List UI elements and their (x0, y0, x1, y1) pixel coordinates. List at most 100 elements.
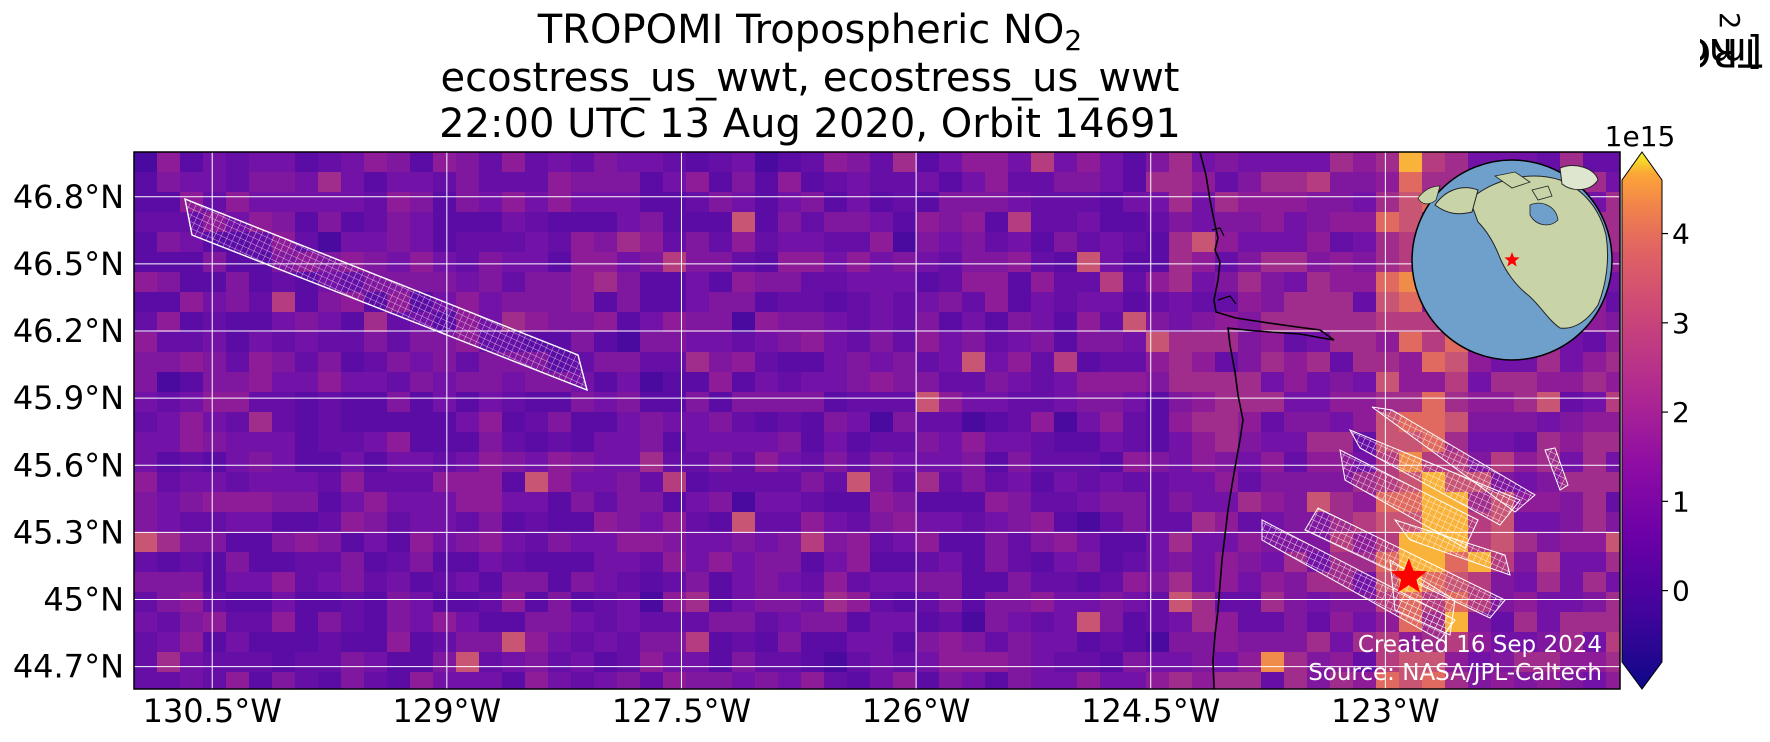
no2-pixel (640, 212, 664, 233)
no2-pixel (1307, 372, 1331, 393)
no2-pixel (663, 672, 687, 689)
no2-pixel (1100, 572, 1124, 593)
no2-pixel (778, 672, 802, 689)
no2-pixel (847, 372, 871, 393)
no2-pixel (594, 212, 618, 233)
no2-pixel (318, 592, 342, 613)
no2-pixel (1583, 332, 1607, 353)
no2-pixel (1054, 672, 1078, 689)
no2-pixel (1054, 412, 1078, 433)
no2-pixel (801, 392, 825, 413)
no2-pixel (594, 672, 618, 689)
no2-pixel (1583, 552, 1607, 573)
no2-pixel (295, 592, 319, 613)
no2-pixel (755, 392, 779, 413)
no2-pixel (1238, 572, 1262, 593)
no2-pixel (433, 152, 457, 173)
no2-pixel (1261, 312, 1285, 333)
no2-pixel (847, 352, 871, 373)
no2-pixel (1123, 472, 1147, 493)
no2-pixel (1077, 392, 1101, 413)
no2-pixel (203, 152, 227, 173)
ecostress-swaths (184, 197, 1569, 641)
no2-pixel (1123, 632, 1147, 653)
no2-pixel (1031, 312, 1055, 333)
no2-pixel (1376, 632, 1400, 653)
no2-pixel (1215, 192, 1239, 213)
no2-pixel (410, 372, 434, 393)
no2-pixel (548, 312, 572, 333)
no2-pixel (893, 252, 917, 273)
no2-pixel (916, 152, 940, 173)
no2-pixel (893, 392, 917, 413)
no2-pixel (1100, 672, 1124, 689)
no2-pixel (180, 352, 204, 373)
no2-pixel (456, 352, 480, 373)
no2-pixel (456, 232, 480, 253)
no2-pixel (456, 272, 480, 293)
no2-pixel (1468, 612, 1492, 633)
no2-pixel (1100, 492, 1124, 513)
no2-pixel (1238, 252, 1262, 273)
no2-pixel (295, 572, 319, 593)
latitude-tick-labels: 46.8°N46.5°N46.2°N45.9°N45.6°N45.3°N45°N… (13, 178, 124, 686)
no2-pixel (709, 152, 733, 173)
no2-pixel (1445, 392, 1469, 413)
no2-pixel (1077, 492, 1101, 513)
no2-pixel (663, 432, 687, 453)
no2-pixel (1123, 592, 1147, 613)
no2-pixel (1330, 292, 1354, 313)
no2-pixel (479, 372, 503, 393)
no2-pixel (640, 532, 664, 553)
no2-pixel (548, 232, 572, 253)
no2-pixel (1606, 152, 1620, 173)
no2-pixel (456, 472, 480, 493)
no2-pixel (640, 512, 664, 533)
no2-pixel (548, 592, 572, 613)
no2-pixel (640, 252, 664, 273)
no2-pixel (617, 472, 641, 493)
no2-pixel (801, 192, 825, 213)
no2-pixel (1077, 332, 1101, 353)
no2-pixel (410, 412, 434, 433)
no2-pixel (1215, 492, 1239, 513)
credit-source: Source: NASA/JPL-Caltech (1308, 660, 1602, 686)
no2-pixel (755, 332, 779, 353)
no2-pixel (1261, 212, 1285, 233)
no2-pixel (1031, 572, 1055, 593)
no2-pixel (1376, 312, 1400, 333)
no2-pixel (985, 592, 1009, 613)
no2-pixel (617, 172, 641, 193)
no2-pixel (962, 292, 986, 313)
no2-pixel (663, 532, 687, 553)
no2-pixel (1169, 212, 1193, 233)
no2-pixel (1054, 632, 1078, 653)
no2-pixel (1376, 352, 1400, 373)
no2-pixel (686, 372, 710, 393)
no2-pixel (1123, 212, 1147, 233)
no2-pixel (364, 632, 388, 653)
no2-pixel (525, 172, 549, 193)
no2-pixel (1215, 632, 1239, 653)
no2-pixel (1077, 192, 1101, 213)
no2-pixel (295, 412, 319, 433)
no2-pixel (134, 472, 158, 493)
no2-pixel (801, 312, 825, 333)
no2-pixel (1514, 512, 1538, 533)
no2-pixel (778, 372, 802, 393)
no2-pixel (1123, 552, 1147, 573)
no2-pixel (1123, 492, 1147, 513)
no2-pixel (1284, 392, 1308, 413)
no2-pixel (778, 152, 802, 173)
no2-pixel (272, 412, 296, 433)
no2-pixel (1123, 412, 1147, 433)
no2-pixel (663, 512, 687, 533)
no2-pixel (433, 452, 457, 473)
no2-pixel (1238, 232, 1262, 253)
no2-pixel (1261, 272, 1285, 293)
no2-pixel (686, 432, 710, 453)
no2-pixel (939, 312, 963, 333)
no2-pixel (364, 332, 388, 353)
no2-pixel (548, 532, 572, 553)
no2-pixel (1169, 432, 1193, 453)
